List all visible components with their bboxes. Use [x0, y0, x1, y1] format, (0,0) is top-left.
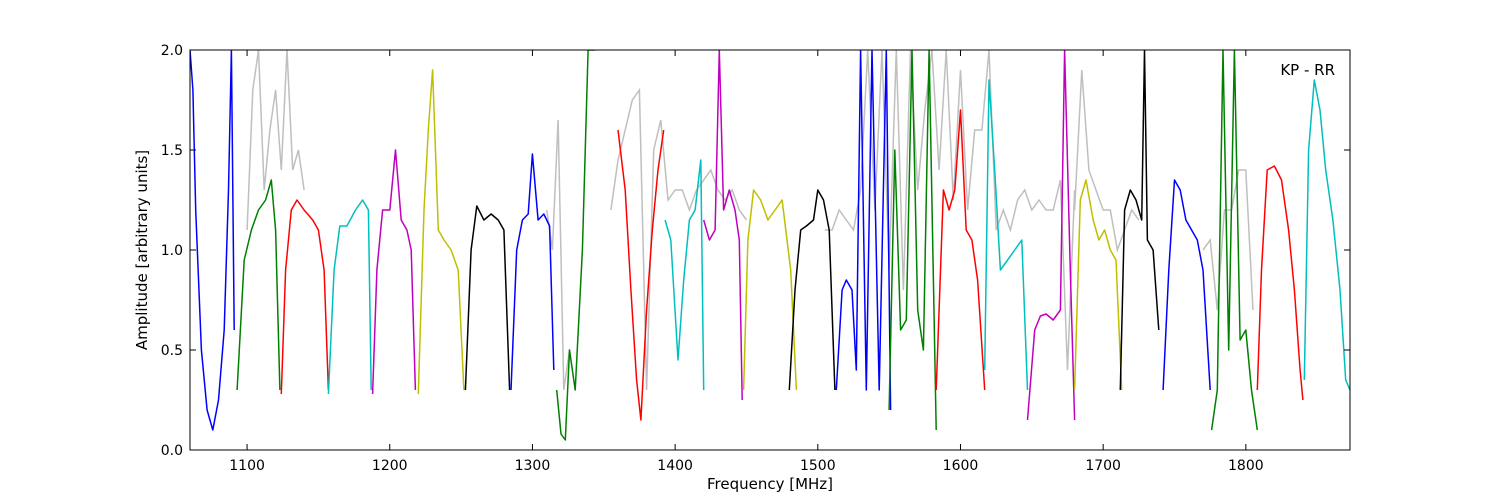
series-line-9 — [617, 129, 665, 421]
series-layer — [190, 50, 1350, 441]
x-tick-label: 1600 — [943, 458, 979, 474]
series-line-6 — [464, 205, 511, 391]
y-tick-label: 0.0 — [161, 443, 183, 459]
series-line-21 — [1162, 179, 1211, 391]
series-line-20 — [1119, 50, 1160, 391]
series-line-0 — [190, 50, 235, 431]
series-line-13 — [788, 189, 836, 391]
series-line-2 — [280, 199, 330, 395]
x-tick-label: 1300 — [515, 458, 551, 474]
plot-background — [190, 50, 1350, 450]
series-line-10 — [664, 159, 705, 391]
series-line-17 — [983, 79, 1029, 391]
series-line-1 — [236, 179, 281, 391]
series-line-23 — [1256, 165, 1304, 401]
series-line-24 — [1303, 79, 1350, 391]
x-tick-label: 1200 — [372, 458, 408, 474]
series-line-15 — [888, 50, 937, 431]
y-axis-ticks: 0.0 0.5 1.0 1.5 2.0 — [161, 43, 1350, 459]
series-line-8 — [555, 50, 596, 441]
x-tick-label: 1100 — [229, 458, 265, 474]
series-line-16 — [935, 109, 986, 391]
x-tick-label: 1700 — [1085, 458, 1121, 474]
background-series-2 — [824, 50, 1076, 371]
x-axis-title: Frequency [MHz] — [707, 475, 833, 493]
y-tick-label: 1.0 — [161, 243, 183, 259]
x-tick-label: 1500 — [800, 458, 836, 474]
series-line-19 — [1073, 179, 1123, 391]
background-series-4 — [1202, 169, 1254, 311]
series-line-3 — [327, 199, 372, 395]
x-tick-label: 1800 — [1228, 458, 1264, 474]
series-line-14 — [835, 50, 892, 411]
chart-annotation: KP - RR — [1280, 61, 1335, 79]
background-series-0 — [246, 50, 305, 231]
series-line-11 — [702, 50, 743, 401]
x-axis-ticks: 1100 1200 1300 1400 1500 1600 1700 1800 — [229, 50, 1264, 474]
y-axis-title: Amplitude [arbitrary units] — [133, 150, 151, 350]
series-line-5 — [417, 69, 465, 395]
background-series-3 — [1073, 69, 1140, 253]
series-line-12 — [742, 189, 798, 391]
x-tick-label: 1400 — [657, 458, 693, 474]
y-tick-label: 1.5 — [161, 143, 183, 159]
series-line-4 — [371, 149, 417, 395]
series-line-7 — [510, 153, 555, 391]
series-line-22 — [1210, 50, 1259, 431]
y-tick-label: 0.5 — [161, 343, 183, 359]
series-line-18 — [1026, 50, 1076, 421]
y-tick-label: 2.0 — [161, 43, 183, 59]
